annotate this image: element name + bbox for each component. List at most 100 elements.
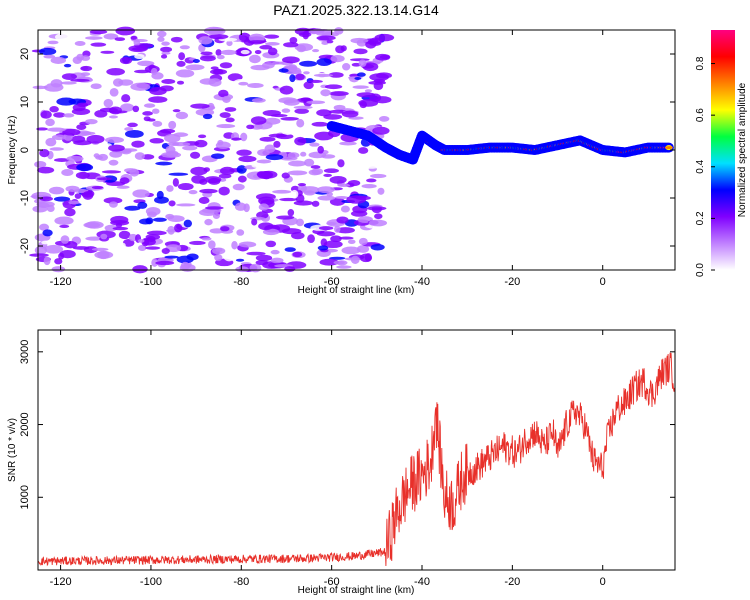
spectrogram-cell	[334, 195, 349, 200]
spectrogram-cell	[89, 29, 108, 35]
colorbar-tick-label: 0.0	[695, 263, 706, 277]
spectrogram-cell	[309, 142, 320, 147]
snr-x-ticks: -120 -100 -80 -60 -40 -20 0	[50, 330, 606, 588]
snr-y-label: SNR (10 * v/v)	[7, 418, 18, 482]
spectrogram-cell	[194, 139, 208, 148]
spectrogram-cell	[358, 237, 368, 246]
spectrogram-cell	[94, 109, 108, 118]
spectrogram-cell	[90, 83, 102, 90]
spectrogram-cell	[330, 55, 345, 63]
spectrogram-cell	[186, 253, 199, 261]
snr-y-ticks: 1000 2000 3000	[19, 340, 675, 510]
spectrogram-cell	[50, 56, 67, 64]
spectrogram-cell	[112, 226, 129, 231]
spectrogram-cell	[284, 266, 296, 272]
spectrogram-cell	[320, 238, 328, 247]
spectrogram-y-tick-label: 20	[19, 48, 31, 60]
spectrogram-cell	[190, 166, 208, 176]
spectrogram-cell	[71, 108, 91, 116]
spectrogram-cell	[189, 240, 206, 246]
spectrogram-cell	[108, 159, 119, 166]
spectrogram-cell	[39, 223, 50, 231]
spectrogram-x-tick-label: 0	[600, 276, 606, 288]
spectrogram-cell	[72, 246, 90, 250]
spectrogram-cell	[160, 54, 168, 59]
spectrogram-cell	[317, 145, 324, 154]
spectrogram-cell	[97, 250, 110, 260]
spectrogram-x-ticks: -120 -100 -80 -60 -40 -20 0	[50, 30, 606, 288]
spectrogram-x-tick-label: -120	[50, 276, 72, 288]
spectrogram-cell	[157, 30, 167, 38]
spectrogram-cell	[375, 53, 391, 61]
spectrogram-cell	[330, 235, 342, 243]
spectrogram-cell	[303, 71, 310, 75]
spectrogram-cell	[49, 106, 59, 113]
spectrogram-cell	[316, 109, 332, 117]
spectrogram-cell	[37, 166, 55, 174]
spectrogram-cell	[100, 50, 115, 54]
spectrogram-cell	[128, 45, 148, 53]
spectrogram-x-tick-label: -80	[233, 276, 249, 288]
spectrogram-cell	[167, 141, 180, 147]
spectrogram-cell	[47, 40, 59, 45]
spectrogram-cell	[77, 102, 89, 108]
spectrogram-cell	[124, 127, 134, 131]
spectrogram-cell	[334, 27, 344, 35]
spectrogram-cell	[246, 124, 255, 130]
spectrogram-cell	[278, 68, 289, 73]
spectrogram-cell	[39, 148, 50, 158]
spectrogram-cell	[210, 69, 228, 75]
spectrogram-cell	[127, 122, 138, 128]
spectrogram-cell	[280, 117, 299, 121]
spectrogram-cell	[45, 118, 55, 127]
spectrogram-cell	[145, 246, 161, 250]
spectrogram-cell	[152, 120, 163, 127]
snr-y-tick-label: 2000	[19, 412, 31, 436]
spectrogram-cell	[372, 126, 390, 135]
spectrogram-cell	[341, 246, 361, 255]
spectrogram-cell	[287, 64, 298, 72]
spectrogram-cell	[329, 91, 349, 97]
spectrogram-cell	[374, 213, 383, 220]
spectrogram-cell	[234, 202, 247, 211]
spectrogram-cell	[149, 138, 164, 144]
spectrogram-cell	[49, 147, 65, 151]
snr-x-tick-label: -80	[233, 576, 249, 588]
spectrogram-cell	[159, 128, 176, 134]
spectrogram-cell	[58, 252, 65, 260]
colorbar-tick-label: 0.8	[695, 56, 706, 70]
spectrogram-cell	[168, 120, 177, 130]
spectrogram-cell	[347, 239, 356, 245]
spectrogram-cell	[112, 78, 124, 87]
spectrogram-cell	[93, 153, 100, 158]
spectrogram-cell	[267, 47, 278, 56]
spectrogram-cell	[311, 121, 329, 127]
snr-x-tick-label: -40	[414, 576, 430, 588]
spectrogram-cell	[270, 257, 284, 264]
spectrogram-cell	[96, 177, 112, 181]
spectrogram-cell	[36, 127, 48, 131]
chart-title: PAZ1.2025.322.13.14.G14	[273, 2, 439, 18]
spectrogram-cell	[226, 40, 233, 47]
spectrogram-cell	[161, 247, 170, 255]
spectrogram-cell	[205, 206, 224, 210]
spectrogram-cell	[137, 244, 147, 252]
spectrogram-cell	[360, 165, 379, 169]
spectrogram-cell	[329, 176, 347, 184]
spectrogram-cell	[337, 159, 345, 168]
spectrogram-cell	[203, 167, 210, 172]
spectrogram-cell	[249, 54, 261, 64]
spectrogram-cell	[76, 163, 94, 172]
spectrogram-cell	[124, 129, 144, 138]
spectrogram-cell	[136, 227, 146, 233]
spectrogram-cell	[41, 240, 50, 245]
spectrogram-cell	[264, 144, 276, 153]
spectrogram-cell	[254, 50, 262, 55]
spectrogram-cell	[262, 228, 280, 236]
spectrogram-cell	[183, 219, 193, 228]
spectrogram-y-tick-label: -20	[19, 238, 31, 254]
spectrogram-cell	[190, 103, 210, 109]
spectrogram-cell	[289, 36, 298, 44]
spectrogram-signal-band	[326, 121, 674, 165]
spectrogram-cell	[164, 255, 179, 259]
